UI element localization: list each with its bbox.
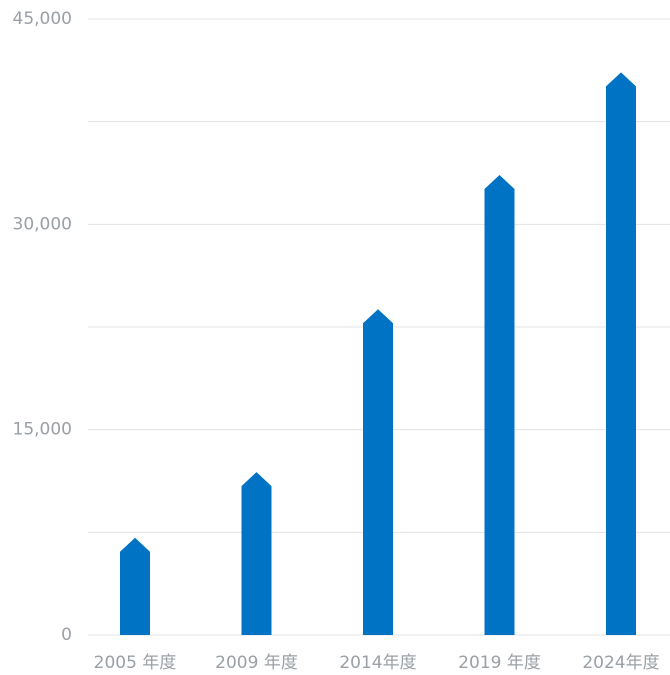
y-tick-label: 15,000 [13,420,72,440]
x-tick-label: 2019 年度 [458,653,541,673]
bar [606,72,636,636]
bar [120,537,150,635]
y-tick-label: 30,000 [13,214,72,234]
x-tick-label: 2005 年度 [94,653,177,673]
y-tick-label: 0 [61,625,72,645]
x-tick-label: 2024年度 [582,653,659,673]
bar [484,175,515,635]
bar [241,472,272,635]
x-tick-label: 2014年度 [339,653,416,673]
x-tick-label: 2009 年度 [215,653,298,673]
bar [363,309,393,635]
y-tick-label: 45,000 [13,9,72,29]
